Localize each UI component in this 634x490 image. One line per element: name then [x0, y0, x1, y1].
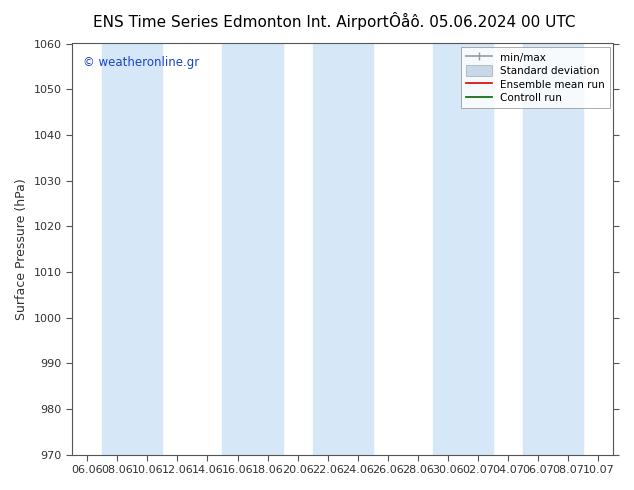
- Text: Ôåô. 05.06.2024 00 UTC: Ôåô. 05.06.2024 00 UTC: [389, 15, 575, 30]
- Bar: [433, 44, 493, 455]
- Bar: [523, 44, 583, 455]
- Y-axis label: Surface Pressure (hPa): Surface Pressure (hPa): [15, 178, 28, 320]
- Bar: [223, 44, 283, 455]
- Bar: [102, 44, 162, 455]
- Text: ENS Time Series Edmonton Int. Airport: ENS Time Series Edmonton Int. Airport: [93, 15, 389, 30]
- Legend: min/max, Standard deviation, Ensemble mean run, Controll run: min/max, Standard deviation, Ensemble me…: [461, 47, 611, 108]
- Bar: [313, 44, 373, 455]
- Text: © weatheronline.gr: © weatheronline.gr: [83, 56, 199, 69]
